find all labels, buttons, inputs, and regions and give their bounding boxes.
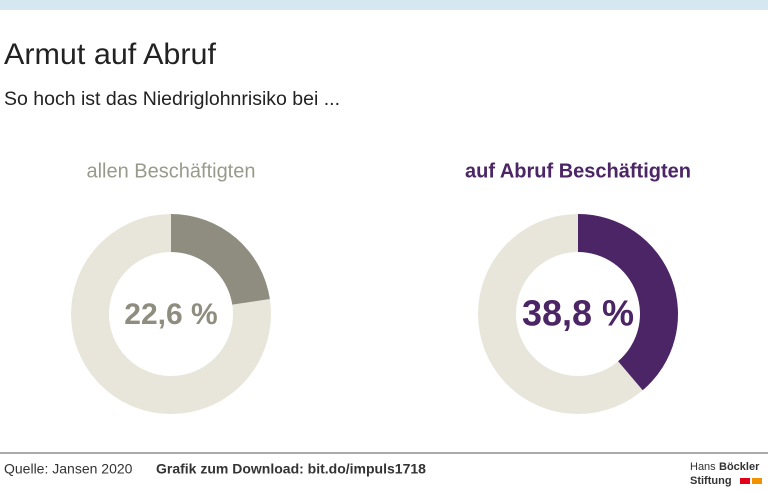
logo-word: Böckler	[719, 461, 760, 473]
top-bar	[0, 0, 768, 10]
logo-word: Hans	[690, 461, 716, 473]
logo-word: Stiftung	[690, 475, 732, 487]
title: Armut auf Abruf	[4, 38, 217, 71]
chart-title: allen Beschäftigten	[86, 160, 255, 182]
value-label: 22,6 %	[124, 298, 217, 331]
donut-segment	[171, 214, 270, 305]
value-label: 38,8 %	[522, 293, 634, 334]
source: Quelle: Jansen 2020	[4, 461, 133, 477]
logo-bar	[740, 478, 750, 484]
chart-title: auf Abruf Beschäftigten	[465, 160, 691, 182]
download-link: Grafik zum Download: bit.do/impuls1718	[156, 461, 426, 477]
logo-bar	[752, 478, 762, 484]
subtitle: So hoch ist das Niedriglohnrisiko bei ..…	[4, 89, 340, 110]
donut-segment	[578, 214, 678, 391]
